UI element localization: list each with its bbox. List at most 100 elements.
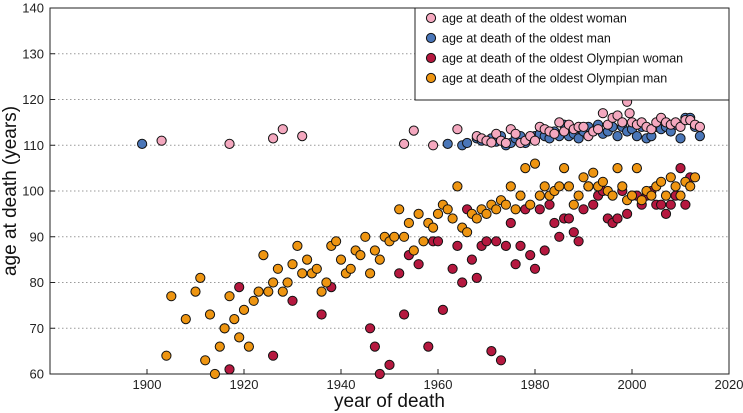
data-point bbox=[607, 190, 618, 201]
data-point bbox=[563, 213, 575, 224]
data-point bbox=[243, 341, 254, 352]
data-point bbox=[452, 124, 463, 135]
series-2 bbox=[219, 163, 696, 380]
y-tick-label: 90 bbox=[30, 229, 44, 244]
data-point bbox=[224, 138, 235, 149]
data-point bbox=[399, 231, 410, 242]
data-point bbox=[505, 217, 516, 229]
legend-box bbox=[414, 7, 730, 101]
data-point bbox=[234, 332, 245, 343]
data-point bbox=[563, 181, 575, 192]
data-point bbox=[190, 286, 201, 297]
data-point bbox=[529, 263, 541, 274]
data-point bbox=[369, 341, 380, 352]
data-point bbox=[495, 355, 507, 366]
data-point bbox=[626, 190, 638, 201]
data-point bbox=[311, 263, 322, 274]
data-point bbox=[554, 117, 565, 128]
y-tick-label: 60 bbox=[30, 367, 44, 382]
x-tick-label: 1940 bbox=[327, 377, 356, 392]
data-point bbox=[457, 277, 468, 288]
data-point bbox=[520, 163, 531, 174]
x-tick-label: 2020 bbox=[715, 377, 743, 392]
data-point bbox=[534, 204, 545, 215]
legend-marker bbox=[425, 12, 437, 24]
data-point bbox=[374, 254, 385, 265]
data-point bbox=[675, 133, 686, 144]
data-point bbox=[432, 208, 444, 219]
x-axis-title: year of death bbox=[334, 391, 445, 412]
data-point bbox=[491, 128, 502, 139]
series-3 bbox=[161, 158, 701, 380]
data-point bbox=[166, 291, 177, 302]
legend-label: age at death of the oldest Olympian man bbox=[442, 72, 667, 86]
data-point bbox=[529, 158, 541, 169]
data-point bbox=[302, 254, 313, 265]
data-point bbox=[665, 199, 676, 210]
data-point bbox=[559, 163, 570, 174]
data-point bbox=[389, 231, 400, 242]
legend-label: age at death of the oldest man bbox=[442, 32, 611, 46]
legend-marker bbox=[425, 52, 437, 64]
data-point bbox=[588, 167, 599, 178]
data-point bbox=[180, 314, 191, 325]
data-point bbox=[272, 263, 283, 274]
legend-marker bbox=[425, 32, 437, 44]
data-point bbox=[471, 213, 482, 224]
data-point bbox=[612, 110, 623, 121]
data-point bbox=[515, 190, 526, 201]
data-point bbox=[360, 231, 371, 242]
data-point bbox=[515, 240, 526, 251]
data-point bbox=[573, 236, 584, 247]
data-point bbox=[500, 199, 511, 210]
y-axis: 60 70 80 90 100 110 120 130 140 bbox=[22, 1, 55, 382]
data-point bbox=[437, 304, 448, 315]
data-point bbox=[471, 272, 482, 283]
data-point bbox=[568, 199, 579, 210]
data-point bbox=[617, 117, 628, 128]
data-point bbox=[559, 126, 570, 137]
data-point bbox=[670, 181, 681, 192]
data-point bbox=[568, 227, 579, 238]
data-point bbox=[578, 204, 589, 215]
data-point bbox=[447, 213, 458, 224]
data-point bbox=[316, 286, 327, 297]
data-point bbox=[287, 295, 298, 306]
x-tick-label: 1900 bbox=[133, 377, 162, 392]
data-point bbox=[481, 208, 492, 219]
series-0 bbox=[156, 83, 706, 151]
y-tick-label: 140 bbox=[22, 1, 44, 16]
data-point bbox=[593, 124, 604, 135]
data-point bbox=[137, 138, 148, 149]
data-point bbox=[675, 190, 686, 201]
data-point bbox=[554, 181, 565, 192]
data-point bbox=[200, 355, 211, 366]
data-point bbox=[394, 204, 405, 215]
data-point bbox=[394, 268, 405, 279]
data-point bbox=[525, 250, 536, 261]
data-point bbox=[161, 350, 172, 361]
data-point bbox=[224, 291, 235, 302]
data-point bbox=[204, 309, 216, 320]
y-tick-label: 70 bbox=[30, 321, 44, 336]
data-point bbox=[209, 368, 220, 380]
data-point bbox=[680, 199, 691, 210]
data-point bbox=[442, 204, 453, 215]
data-point bbox=[297, 131, 308, 142]
data-point bbox=[665, 172, 676, 183]
data-point bbox=[694, 121, 706, 133]
data-point bbox=[248, 295, 259, 306]
data-point bbox=[345, 263, 356, 274]
data-point bbox=[335, 254, 347, 265]
data-point bbox=[549, 217, 560, 229]
data-point bbox=[510, 259, 521, 270]
data-point bbox=[447, 263, 458, 274]
data-point bbox=[253, 286, 264, 297]
data-point bbox=[573, 133, 584, 144]
data-point bbox=[268, 277, 279, 288]
legend: age at death of the oldest woman age at d… bbox=[414, 7, 730, 101]
data-point bbox=[331, 236, 342, 247]
data-point bbox=[510, 128, 521, 139]
data-point bbox=[583, 181, 594, 192]
data-point bbox=[466, 254, 477, 265]
